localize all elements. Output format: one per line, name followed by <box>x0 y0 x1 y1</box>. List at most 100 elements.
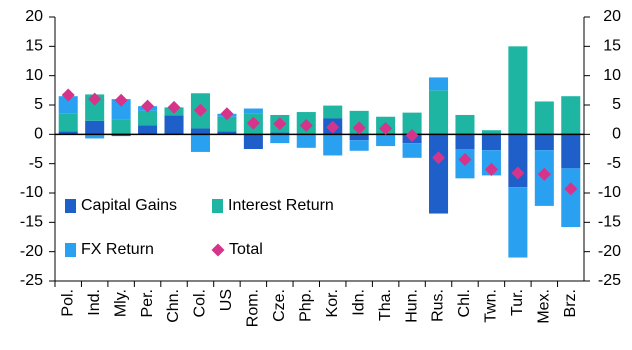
total-marker <box>220 107 234 121</box>
bar-segment <box>481 134 501 151</box>
legend-label: Interest Return <box>228 197 334 214</box>
bar-segment <box>429 134 449 214</box>
bar-segment <box>296 134 316 148</box>
x-tick-label: Tha. <box>377 289 394 321</box>
bar-segment <box>534 134 554 151</box>
total-marker <box>405 129 419 143</box>
bar-segment <box>190 134 210 152</box>
bar-segment <box>402 112 422 135</box>
x-tick-label: Tur. <box>509 289 526 316</box>
bar-segment <box>164 115 184 135</box>
x-tick-label: Mly. <box>112 289 129 317</box>
y-tick-label: -5 <box>29 155 43 172</box>
y-tick-label: 5 <box>34 96 43 113</box>
bar-segment <box>429 77 449 91</box>
bar-segment <box>270 132 290 135</box>
bar-segment <box>429 90 449 135</box>
x-tick-label: Chl. <box>456 289 473 317</box>
legend-label: Total <box>229 241 263 258</box>
total-marker <box>458 153 472 167</box>
total-marker <box>141 99 155 113</box>
bar-segment <box>243 108 263 114</box>
bar-segment <box>138 125 158 135</box>
bar-segment <box>561 134 581 169</box>
total-marker <box>167 100 181 114</box>
y2-tick-label: -20 <box>598 243 621 260</box>
bar-segment <box>85 94 105 121</box>
y2-tick-label: -10 <box>598 184 621 201</box>
total-marker <box>484 163 498 177</box>
total-marker <box>326 120 340 134</box>
bar-segment <box>58 131 78 135</box>
bar-segment <box>481 130 501 135</box>
y2-tick-label: -15 <box>598 214 621 231</box>
bar-segment <box>402 143 422 158</box>
bar-segment <box>243 134 263 149</box>
x-tick-label: Rom. <box>245 289 262 327</box>
y-tick-label: 20 <box>25 8 43 25</box>
y2-tick-label: -5 <box>607 155 621 172</box>
bar-segment <box>217 116 237 132</box>
x-tick-label: Cze. <box>271 289 288 322</box>
total-marker <box>379 121 393 135</box>
x-tick-label: Pol. <box>59 289 76 317</box>
x-tick-label: Idn. <box>350 289 367 316</box>
total-marker <box>246 116 260 130</box>
y-tick-label: -25 <box>20 272 43 289</box>
total-marker <box>193 103 207 117</box>
bar-segment <box>111 134 131 137</box>
total-marker <box>352 121 366 135</box>
y-tick-label: 10 <box>25 67 43 84</box>
y-tick-label: -10 <box>20 184 43 201</box>
total-marker <box>511 166 525 180</box>
bar-segment <box>58 96 78 114</box>
y-tick-label: 0 <box>34 126 43 143</box>
x-tick-label: Twn. <box>483 289 500 323</box>
x-tick-label: Brz. <box>562 289 579 317</box>
legend-label: Capital Gains <box>81 197 177 214</box>
y2-tick-label: 15 <box>603 38 621 55</box>
total-marker <box>299 119 313 133</box>
y2-tick-label: 10 <box>603 67 621 84</box>
bar-segment <box>190 128 210 135</box>
y2-tick-label: 0 <box>612 126 621 143</box>
x-tick-label: US <box>218 289 235 311</box>
x-tick-label: Col. <box>192 289 209 317</box>
bar-segment <box>455 114 475 135</box>
y-tick-label: -15 <box>20 214 43 231</box>
bar-segment <box>270 134 290 144</box>
bar-segment <box>323 134 343 156</box>
total-marker <box>114 93 128 107</box>
bar-segment <box>349 140 369 151</box>
bar-segment <box>561 96 581 135</box>
x-tick-label: Mex. <box>536 289 553 324</box>
y-tick-label: -20 <box>20 243 43 260</box>
y2-tick-label: 5 <box>612 96 621 113</box>
x-tick-label: Per. <box>139 289 156 317</box>
x-tick-label: Php. <box>297 289 314 322</box>
bar-segment <box>508 187 528 258</box>
total-marker <box>88 92 102 106</box>
legend-label: FX Return <box>81 241 154 258</box>
bar-segment <box>85 134 105 139</box>
legend-swatch <box>65 243 76 257</box>
bar-segment <box>455 134 475 149</box>
total-marker <box>61 88 75 102</box>
legend-swatch <box>212 199 223 213</box>
bar-segment <box>561 168 581 228</box>
bar-segment <box>534 101 554 135</box>
bar-segment <box>85 120 105 135</box>
y2-tick-label: -25 <box>598 272 621 289</box>
bar-segment <box>323 105 343 119</box>
x-tick-label: Rus. <box>430 289 447 322</box>
bar-segment <box>349 134 369 141</box>
bar-segment <box>111 99 131 120</box>
total-marker <box>432 151 446 165</box>
x-tick-label: Hun. <box>403 289 420 323</box>
x-tick-label: Chn. <box>165 289 182 323</box>
legend-swatch <box>65 199 76 213</box>
legend-marker <box>211 243 225 257</box>
bar-segment <box>58 113 78 132</box>
bar-segment <box>376 134 396 147</box>
